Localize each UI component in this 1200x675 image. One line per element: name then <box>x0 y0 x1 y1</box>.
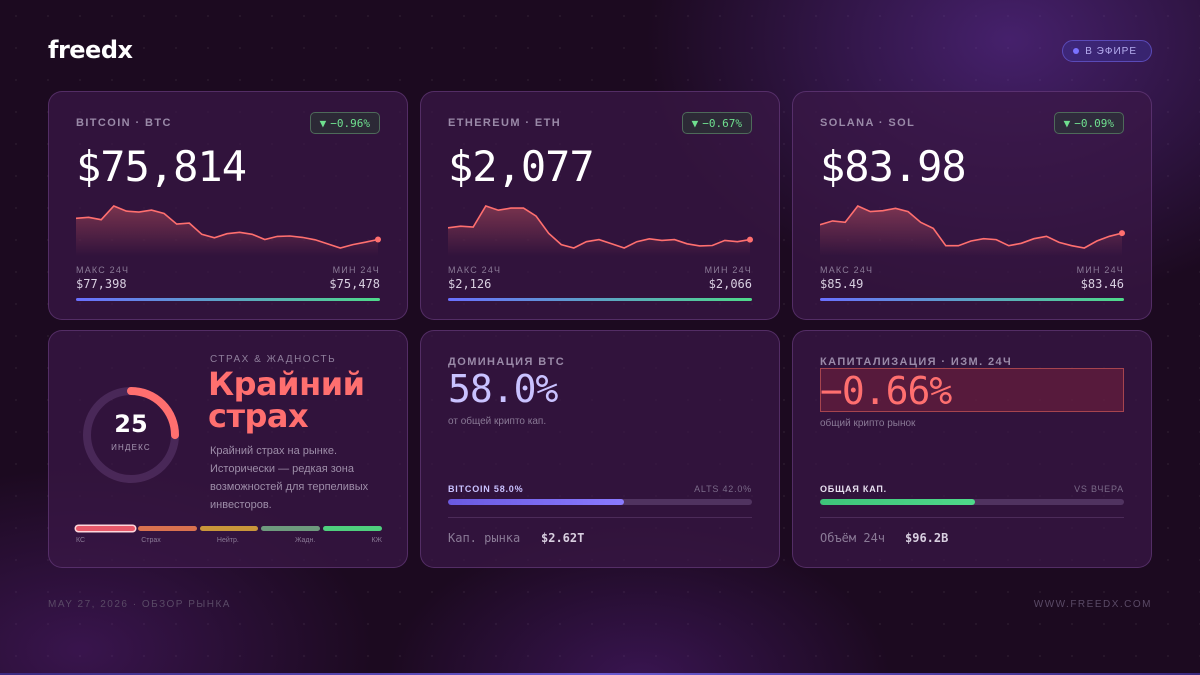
high-value: $77,398 <box>76 277 127 291</box>
coin-price: $83.98 <box>820 142 967 191</box>
gradient-divider <box>76 298 380 301</box>
coin-label: SOLANA · SOL <box>820 117 916 129</box>
coin-price: $2,077 <box>448 142 595 191</box>
sparkline-area <box>76 206 378 256</box>
dominance-value: 58.0% <box>448 367 558 411</box>
high-label: МАКС 24Ч <box>448 265 502 275</box>
cap-bar-fill <box>820 499 976 505</box>
fear-greed-description: Крайний страх на рынке. Исторически — ре… <box>210 445 369 511</box>
triangle-down-icon: ▼ <box>1063 116 1071 130</box>
scale-segment <box>76 526 135 531</box>
gradient-divider <box>448 298 752 301</box>
triangle-down-icon: ▼ <box>319 116 327 130</box>
coin-price: $75,814 <box>76 142 247 191</box>
low-value: $2,066 <box>708 277 752 291</box>
triangle-down-icon: ▼ <box>691 116 699 130</box>
dominance-bar-fill <box>448 499 625 505</box>
bitcoin-card[interactable]: BITCOIN · BTC ▼ −0.96% $75,814 МАКС 24Ч М… <box>48 91 408 320</box>
scale-label: Страх <box>141 537 161 544</box>
sparkline-end-dot <box>375 236 381 243</box>
btc-dominance-card[interactable]: ДОМИНАЦИЯ BTC 58.0% от общей крипто кап.… <box>420 330 780 568</box>
fear-greed-scale-labels: КС Страх Нейтр. Жадн. КЖ <box>76 537 382 544</box>
volume-value: $96.2B <box>905 531 949 545</box>
high-label: МАКС 24Ч <box>76 265 130 275</box>
change-badge: ▼ −0.09% <box>1053 112 1124 134</box>
fear-greed-scale <box>76 526 382 531</box>
price-sparkline <box>820 205 1125 256</box>
market-cap-change-label: КАПИТАЛИЗАЦИЯ · ИЗМ. 24Ч <box>820 356 1013 368</box>
high-label: МАКС 24Ч <box>820 265 874 275</box>
change-value: −0.09% <box>1074 116 1114 130</box>
high-value: $2,126 <box>448 277 492 291</box>
sparkline-area <box>448 206 750 256</box>
dominance-bar-right: ALTS 42.0% <box>694 484 752 494</box>
live-badge: В ЭФИРЕ <box>1062 40 1152 62</box>
market-cap-value: $2.62T <box>541 531 585 545</box>
scale-label: Нейтр. <box>216 537 239 544</box>
sparkline-end-dot <box>1119 230 1125 237</box>
solana-card[interactable]: SOLANA · SOL ▼ −0.09% $83.98 МАКС 24Ч МИН… <box>792 91 1152 320</box>
scale-segment <box>323 526 382 531</box>
gauge-arc <box>83 387 179 483</box>
scale-label: КЖ <box>371 537 382 544</box>
scale-segment <box>199 526 259 531</box>
fear-greed-gauge <box>83 387 179 483</box>
high-value: $85.49 <box>820 277 864 291</box>
low-value: $75,478 <box>329 277 380 291</box>
market-cap-card[interactable]: КАПИТАЛИЗАЦИЯ · ИЗМ. 24Ч −0.66% общий кр… <box>792 330 1152 568</box>
price-sparkline <box>76 205 381 256</box>
volume-label: Объём 24ч <box>820 531 886 545</box>
change-badge: ▼ −0.96% <box>309 112 380 134</box>
low-label: МИН 24Ч <box>1076 265 1124 275</box>
fear-greed-value-label: ИНДЕКС <box>111 443 151 452</box>
footer-site[interactable]: WWW.FREEDX.COM <box>1033 599 1152 610</box>
fear-greed-card[interactable]: 25 ИНДЕКС СТРАХ & ЖАДНОСТЬ Крайний страх… <box>48 330 408 568</box>
footer-date: MAY 27, 2026 · ОБЗОР РЫНКА <box>48 599 231 610</box>
divider <box>820 517 1124 518</box>
cap-bar-left: ОБЩАЯ КАП. <box>820 484 887 494</box>
gradient-divider <box>820 298 1124 301</box>
dominance-bar <box>448 499 752 505</box>
sparkline-line <box>76 205 379 249</box>
live-label: В ЭФИРЕ <box>1085 45 1137 57</box>
bottom-accent-line <box>0 673 1200 675</box>
sparkline-end-dot <box>747 236 753 243</box>
divider <box>448 517 752 518</box>
ethereum-card[interactable]: ETHEREUM · ETH ▼ −0.67% $2,077 МАКС 24Ч М… <box>420 91 780 320</box>
market-cap-change-value: −0.66% <box>820 369 952 413</box>
dominance-subtitle: от общей крипто кап. <box>448 416 547 427</box>
sparkline-area <box>820 206 1122 256</box>
dominance-label: ДОМИНАЦИЯ BTC <box>448 356 566 368</box>
low-label: МИН 24Ч <box>332 265 380 275</box>
fear-greed-value: 25 <box>114 410 148 438</box>
coin-label: BITCOIN · BTC <box>76 117 172 129</box>
scale-label: КС <box>76 537 86 544</box>
sparkline-line <box>820 205 1123 249</box>
low-value: $83.46 <box>1080 277 1124 291</box>
fear-greed-label: СТРАХ & ЖАДНОСТЬ <box>210 354 337 365</box>
coin-label: ETHEREUM · ETH <box>448 117 562 129</box>
cap-bar <box>820 499 1124 505</box>
scale-segment <box>137 526 197 531</box>
market-cap-label: Кап. рынка <box>448 531 521 545</box>
change-badge: ▼ −0.67% <box>681 112 752 134</box>
sparkline-line <box>448 205 751 249</box>
brand-logo[interactable]: freedx <box>48 36 133 64</box>
fear-greed-title: Крайний страх <box>208 365 365 435</box>
cap-bar-right: VS ВЧЕРА <box>1074 484 1124 494</box>
change-value: −0.67% <box>702 116 742 130</box>
dominance-bar-left: BITCOIN 58.0% <box>448 484 524 494</box>
price-sparkline <box>448 205 753 256</box>
scale-segment <box>261 526 321 531</box>
change-value: −0.96% <box>330 116 370 130</box>
highlight-box <box>820 368 1124 412</box>
market-cap-subtitle: общий крипто рынок <box>820 418 916 429</box>
live-dot-icon <box>1073 48 1080 54</box>
scale-label: Жадн. <box>294 537 316 544</box>
low-label: МИН 24Ч <box>704 265 752 275</box>
